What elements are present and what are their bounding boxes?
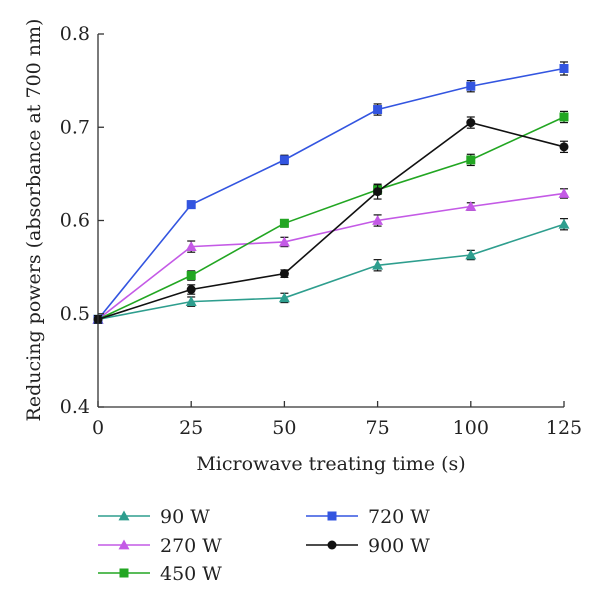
data-point bbox=[373, 187, 383, 197]
data-point bbox=[466, 118, 476, 128]
data-point bbox=[186, 271, 196, 281]
legend-marker bbox=[119, 568, 129, 578]
legend: 90 W 270 W 450 W 720 W 900 W bbox=[98, 506, 430, 585]
data-point bbox=[466, 155, 476, 165]
legend-entry: 90 W bbox=[98, 506, 210, 528]
data-point bbox=[279, 269, 289, 279]
y-tick-label: 0.8 bbox=[60, 23, 90, 45]
data-point bbox=[465, 249, 477, 260]
x-tick-label: 125 bbox=[546, 417, 582, 439]
data-point bbox=[559, 112, 569, 122]
data-point bbox=[466, 81, 476, 91]
data-point bbox=[278, 236, 290, 247]
axes: 0.4 0.5 0.6 0.7 0.8 0 25 50 75 100 125 bbox=[60, 23, 582, 439]
data-point bbox=[279, 155, 289, 165]
data-point bbox=[186, 285, 196, 295]
data-point bbox=[373, 105, 383, 115]
series-3 bbox=[93, 61, 569, 324]
legend-marker bbox=[327, 540, 337, 550]
y-tick-label: 0.5 bbox=[60, 303, 90, 325]
series-2 bbox=[93, 110, 569, 324]
legend-marker bbox=[118, 539, 130, 550]
legend-entry: 900 W bbox=[306, 535, 430, 557]
data-point bbox=[465, 201, 477, 211]
series-line bbox=[97, 121, 565, 321]
y-tick-label: 0.4 bbox=[60, 396, 90, 418]
data-point bbox=[559, 142, 569, 152]
legend-marker bbox=[118, 510, 130, 521]
legend-label: 450 W bbox=[160, 563, 222, 585]
legend-label: 90 W bbox=[160, 506, 210, 528]
series-0 bbox=[92, 218, 570, 324]
legend-label: 270 W bbox=[160, 535, 222, 557]
y-tick-label: 0.7 bbox=[60, 116, 90, 138]
x-tick-label: 75 bbox=[366, 417, 390, 439]
data-point bbox=[372, 215, 384, 225]
plot-area bbox=[92, 61, 570, 324]
x-tick-label: 0 bbox=[92, 417, 104, 439]
series-line bbox=[97, 192, 565, 320]
legend-entry: 270 W bbox=[98, 535, 222, 557]
series-line bbox=[97, 67, 565, 320]
data-point bbox=[278, 292, 290, 303]
data-point bbox=[558, 218, 570, 229]
data-point bbox=[186, 200, 196, 210]
series-1 bbox=[92, 187, 570, 324]
legend-marker bbox=[327, 511, 337, 521]
data-point bbox=[279, 218, 289, 228]
data-point bbox=[372, 259, 384, 270]
data-point bbox=[185, 241, 197, 252]
series-line bbox=[97, 223, 565, 321]
legend-label: 900 W bbox=[368, 535, 430, 557]
series-line bbox=[97, 116, 565, 321]
data-point bbox=[559, 64, 569, 74]
x-tick-label: 50 bbox=[272, 417, 296, 439]
x-tick-label: 100 bbox=[453, 417, 489, 439]
data-point bbox=[558, 187, 570, 198]
x-axis-title: Microwave treating time (s) bbox=[196, 453, 465, 475]
y-tick-label: 0.6 bbox=[60, 210, 90, 232]
legend-entry: 450 W bbox=[98, 563, 222, 585]
x-tick-label: 25 bbox=[179, 417, 203, 439]
y-axis-title: Reducing powers (absorbance at 700 nm) bbox=[23, 19, 45, 422]
data-point bbox=[185, 296, 197, 307]
legend-entry: 720 W bbox=[306, 506, 430, 528]
legend-label: 720 W bbox=[368, 506, 430, 528]
